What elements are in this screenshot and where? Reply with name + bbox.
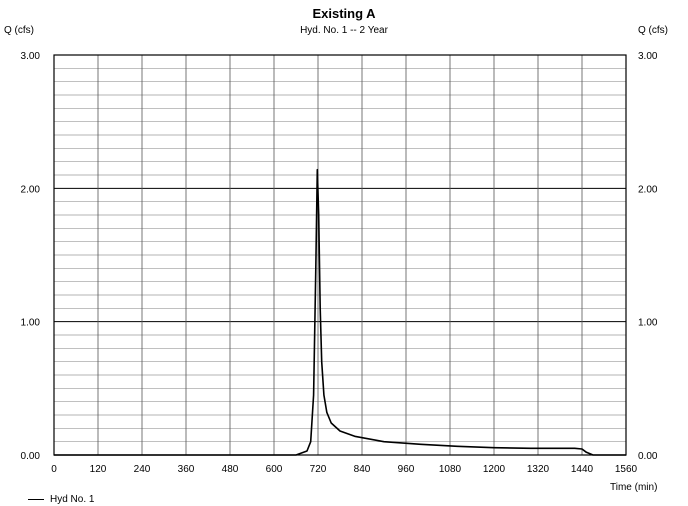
y-axis-label-right: Q (cfs) xyxy=(638,25,668,36)
x-tick-label: 960 xyxy=(398,464,415,475)
x-axis-label: Time (min) xyxy=(610,482,658,493)
legend-swatch xyxy=(28,499,44,500)
chart-title: Existing A xyxy=(312,6,376,21)
x-tick-label: 1200 xyxy=(483,464,506,475)
x-tick-label: 120 xyxy=(90,464,107,475)
x-tick-label: 600 xyxy=(266,464,283,475)
y-tick-label-right: 3.00 xyxy=(638,51,658,62)
y-tick-label-left: 1.00 xyxy=(21,318,41,329)
y-tick-label-left: 2.00 xyxy=(21,184,41,195)
x-tick-label: 360 xyxy=(178,464,195,475)
x-tick-label: 240 xyxy=(134,464,151,475)
x-tick-label: 480 xyxy=(222,464,239,475)
chart-subtitle: Hyd. No. 1 -- 2 Year xyxy=(300,25,388,36)
y-tick-label-right: 2.00 xyxy=(638,184,658,195)
grid xyxy=(53,54,627,456)
x-tick-label: 1080 xyxy=(439,464,462,475)
x-tick-label: 1320 xyxy=(527,464,550,475)
y-tick-label-left: 0.00 xyxy=(21,451,41,462)
x-tick-label: 720 xyxy=(310,464,327,475)
x-tick-label: 0 xyxy=(51,464,57,475)
y-tick-label-left: 3.00 xyxy=(21,51,41,62)
plot-frame xyxy=(53,54,627,456)
series-group xyxy=(54,168,626,456)
y-tick-label-right: 0.00 xyxy=(638,451,658,462)
x-tick-label: 1440 xyxy=(571,464,594,475)
y-tick-label-right: 1.00 xyxy=(638,318,658,329)
legend: Hyd No. 1 xyxy=(28,494,94,505)
x-tick-label: 1560 xyxy=(615,464,638,475)
legend-label: Hyd No. 1 xyxy=(50,494,95,505)
y-axis-label-left: Q (cfs) xyxy=(4,25,34,36)
x-tick-label: 840 xyxy=(354,464,371,475)
tick-labels: 0 120 240 360 480 600 720 840 960 1080 1200 1320 144… xyxy=(21,51,658,475)
series-line-hyd-no-1 xyxy=(54,168,626,456)
